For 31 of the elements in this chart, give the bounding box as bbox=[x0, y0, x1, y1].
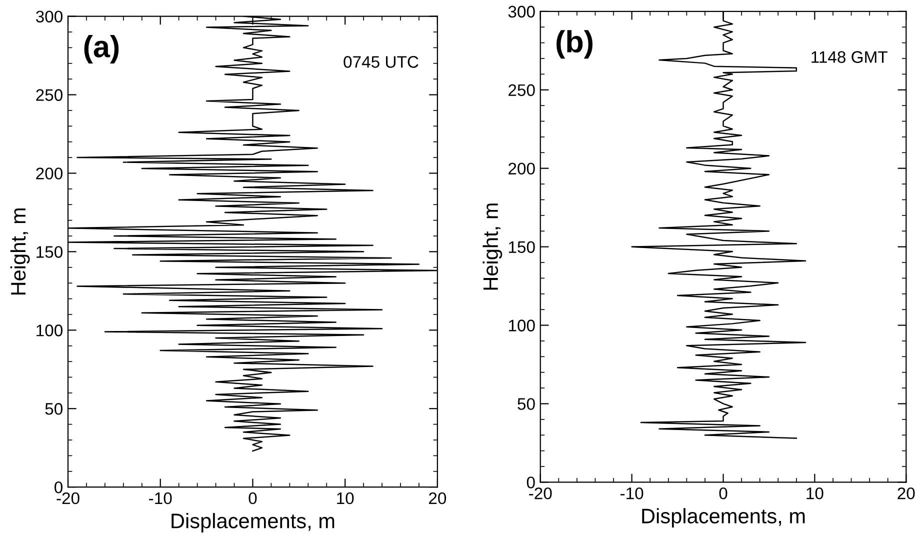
y-tick-label: 100 bbox=[508, 320, 535, 332]
y-tick-label: 150 bbox=[36, 246, 62, 258]
y-tick-label: 300 bbox=[508, 6, 535, 18]
y-tick-label: 100 bbox=[36, 324, 62, 336]
x-tick-label: 0 bbox=[248, 492, 257, 504]
y-tick-label: 50 bbox=[518, 398, 535, 410]
x-axis-title: Displacements, m bbox=[172, 513, 334, 532]
x-tick-label: 20 bbox=[429, 492, 446, 504]
y-tick-label: 0 bbox=[526, 476, 535, 488]
y-tick-label: 200 bbox=[36, 168, 62, 180]
x-tick-label: -20 bbox=[529, 487, 552, 500]
x-tick-label: -10 bbox=[620, 487, 644, 500]
x-tick-label: 20 bbox=[898, 487, 915, 500]
annotation: 0745 UTC bbox=[344, 56, 418, 68]
x-tick-label: -20 bbox=[56, 492, 80, 504]
x-tick-label: 10 bbox=[806, 487, 824, 500]
y-tick-label: 200 bbox=[508, 162, 535, 175]
x-tick-label: -10 bbox=[149, 492, 172, 504]
y-tick-label: 250 bbox=[36, 89, 62, 101]
x-axis-title: Displacements, m bbox=[642, 508, 805, 528]
y-tick-label: 150 bbox=[508, 241, 535, 253]
annotation: (a) bbox=[84, 35, 119, 64]
x-tick-label: 0 bbox=[719, 487, 728, 500]
y-tick-label: 50 bbox=[45, 403, 62, 415]
y-axis-title: Height, m bbox=[10, 208, 30, 295]
annotation: (b) bbox=[556, 30, 592, 59]
y-tick-label: 250 bbox=[508, 84, 535, 96]
y-tick-label: 300 bbox=[36, 10, 62, 22]
y-axis-title: Height, m bbox=[482, 204, 502, 290]
annotation: 1148 GMT bbox=[812, 51, 888, 63]
x-tick-label: 10 bbox=[337, 492, 354, 504]
